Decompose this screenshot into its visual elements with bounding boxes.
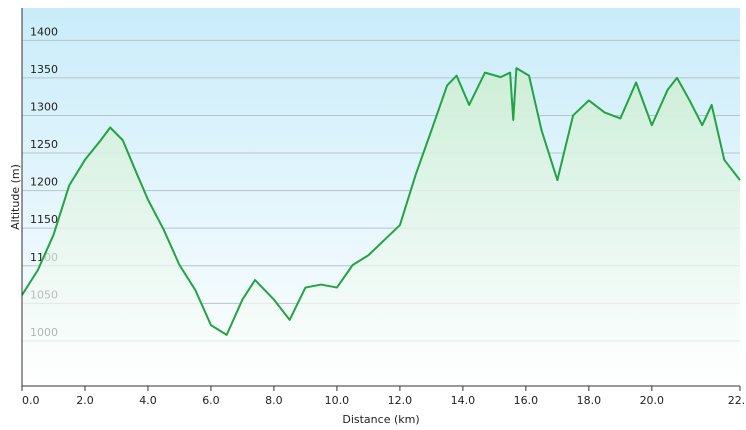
x-tick-label: 12.0: [388, 394, 413, 407]
x-axis-label: Distance (km): [342, 413, 419, 426]
y-tick-label: 1300: [30, 100, 58, 113]
altitude-area: [22, 68, 740, 386]
altitude-line: [21, 67, 741, 336]
x-tick-label: 10.0: [325, 394, 350, 407]
y-axis-label: Altitude (m): [9, 164, 22, 230]
x-tick-label: 0.0: [22, 394, 40, 407]
y-tick-label: 1200: [30, 176, 58, 189]
y-tick-label: 1400: [30, 25, 58, 38]
x-tick-label: 20.0: [640, 394, 665, 407]
x-tick-label: 8.0: [265, 394, 283, 407]
y-tick-label: 1350: [30, 63, 58, 76]
x-tick-label: 16.0: [514, 394, 539, 407]
x-tick-label: 18.0: [577, 394, 602, 407]
y-tick-label: 1250: [30, 138, 58, 151]
x-tick-label: 4.0: [139, 394, 157, 407]
x-tick-label: 6.0: [202, 394, 220, 407]
x-tick-label: 2.0: [76, 394, 94, 407]
x-tick-label: 14.0: [451, 394, 476, 407]
x-tick-label: 22.8: [728, 394, 746, 407]
y-tick-label: 1150: [30, 213, 58, 226]
